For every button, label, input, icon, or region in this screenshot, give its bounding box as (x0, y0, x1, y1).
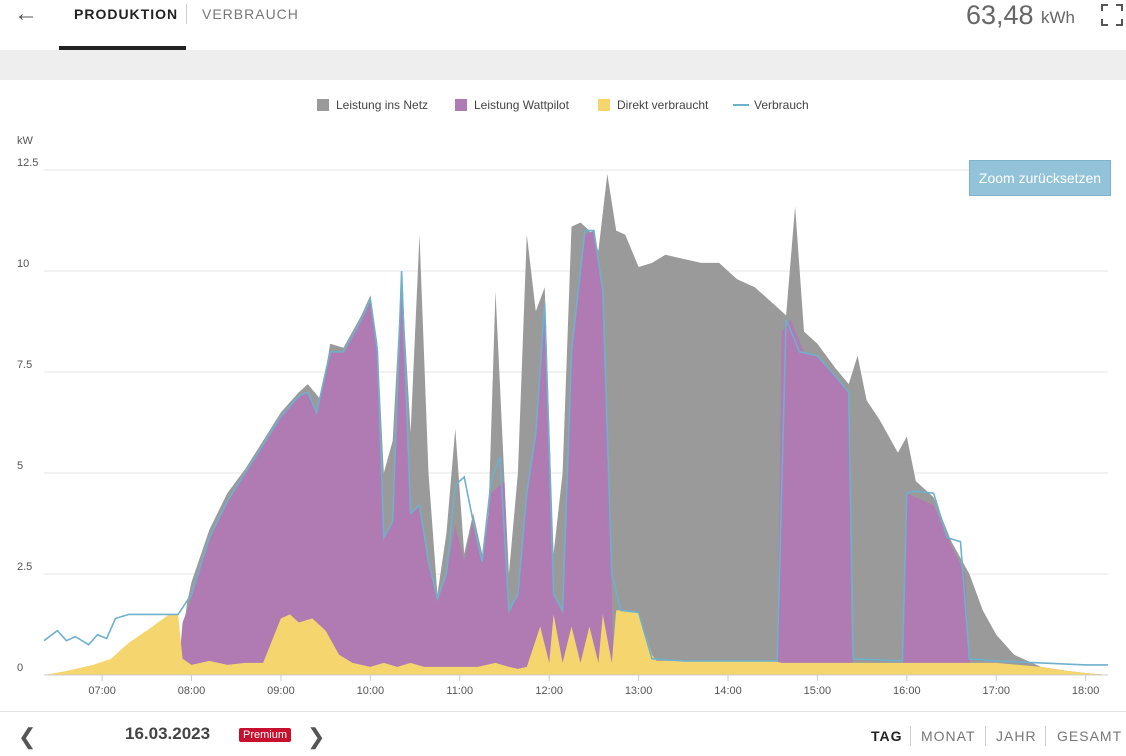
line-verbrauch (43, 229, 1108, 666)
x-tick-label: 07:00 (88, 685, 116, 697)
selected-date[interactable]: 16.03.2023 (125, 724, 211, 743)
period-tag[interactable]: TAG (871, 728, 903, 744)
x-tick-label: 09:00 (267, 685, 295, 697)
x-tick-label: 15:00 (804, 685, 832, 697)
y-axis-label: kW (17, 135, 34, 147)
legend-swatch (317, 99, 329, 111)
legend-swatch (455, 99, 467, 111)
legend-label: Leistung ins Netz (336, 98, 428, 112)
period-divider (985, 726, 986, 746)
y-tick-label: 5 (17, 460, 23, 472)
production-chart[interactable]: 0 2.5 5 7.5 10 12.5 kW 07:00 08:00 09:00 10:00 11:0… (0, 80, 1126, 710)
zoom-reset-button[interactable]: Zoom zurücksetzen (969, 160, 1111, 196)
x-tick-label: 16:00 (893, 685, 921, 697)
x-tick-label: 14:00 (714, 685, 742, 697)
y-tick-label: 2.5 (17, 561, 32, 573)
area-leistung-wattpilot (44, 230, 1108, 675)
toolbar-strip (0, 50, 1126, 80)
x-tick-label: 08:00 (178, 685, 206, 697)
back-arrow-icon[interactable]: ← (14, 0, 38, 27)
total-energy-value: 63,48 (966, 0, 1034, 30)
legend-label: Leistung Wattpilot (474, 98, 570, 112)
legend-label: Verbrauch (754, 98, 809, 112)
x-tick-label: 18:00 (1072, 685, 1100, 697)
previous-day-icon[interactable]: ❮ (18, 724, 37, 749)
y-tick-label: 12.5 (17, 157, 38, 169)
fullscreen-icon[interactable] (1100, 3, 1124, 27)
y-tick-label: 10 (17, 258, 29, 270)
legend-label: Direkt verbraucht (617, 98, 709, 112)
period-gesamt[interactable]: GESAMT (1057, 728, 1123, 744)
period-monat[interactable]: MONAT (921, 728, 976, 744)
x-tick-label: 10:00 (357, 685, 385, 697)
area-direkt-verbraucht (44, 610, 1108, 675)
top-bar: ← PRODUKTION VERBRAUCH 63,48 kWh (0, 0, 1126, 50)
premium-badge: Premium (239, 728, 292, 742)
tab-produktion[interactable]: PRODUKTION (74, 6, 179, 22)
total-energy-unit: kWh (1041, 8, 1075, 27)
tab-verbrauch[interactable]: VERBRAUCH (202, 6, 299, 22)
x-tick-label: 17:00 (982, 685, 1010, 697)
x-tick-label: 12:00 (535, 685, 563, 697)
x-tick-label: 11:00 (446, 685, 473, 697)
tab-divider (186, 4, 187, 24)
period-divider (910, 726, 911, 746)
period-jahr[interactable]: JAHR (996, 728, 1037, 744)
next-day-icon[interactable]: ❯ (307, 724, 326, 749)
legend-swatch (598, 99, 610, 111)
x-tick-label: 13:00 (625, 685, 653, 697)
y-tick-label: 0 (17, 662, 23, 674)
active-tab-indicator (59, 46, 186, 50)
date-navigation-bar: ❮ 16.03.2023 Premium ❯ TAG MONAT JAHR GE… (0, 711, 1126, 756)
y-tick-label: 7.5 (17, 359, 32, 371)
period-divider (1045, 726, 1046, 746)
